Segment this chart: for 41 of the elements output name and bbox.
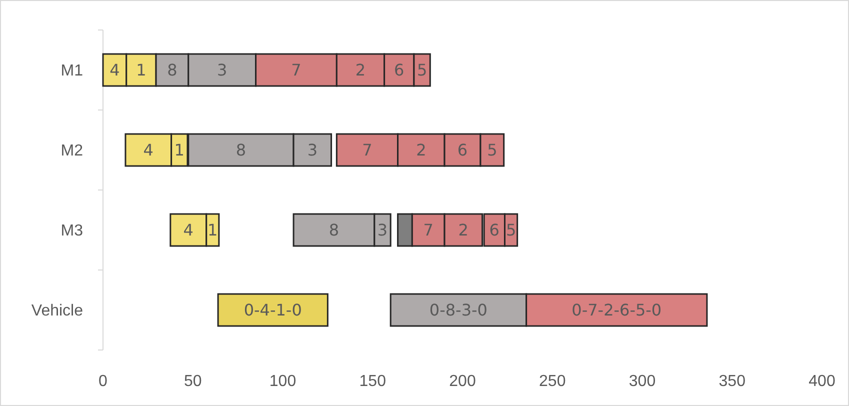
text: 1 (174, 140, 184, 160)
x-tick-label: 400 (808, 373, 836, 390)
text: 2 (458, 220, 468, 240)
x-tick-label: 250 (539, 373, 566, 390)
text: 3 (216, 60, 228, 80)
y-tick-label: M3 (60, 222, 84, 240)
series-label: 0-7-2-6-5-0 (572, 300, 662, 320)
text: 5 (487, 140, 498, 160)
text: 5 (416, 60, 428, 80)
series-label: 0-4-1-0 (244, 300, 302, 320)
series-label: 3 (377, 220, 388, 240)
series-label: 8 (167, 60, 178, 80)
series-label: 6 (489, 220, 500, 240)
x-tick-label: 150 (359, 373, 386, 390)
text: 2 (416, 140, 426, 160)
y-tick-label: M2 (60, 142, 84, 160)
y-tick-label: Vehicle (31, 302, 84, 320)
x-tick-label: 350 (718, 373, 746, 390)
text: 1 (136, 60, 146, 80)
text: 4 (143, 140, 154, 160)
bar (217, 293, 328, 327)
text: 3 (307, 140, 318, 160)
text: 7 (362, 140, 372, 160)
series-label: 1 (208, 220, 218, 240)
series-label: 0-8-3-0 (429, 300, 488, 320)
text: 6 (457, 140, 468, 160)
x-tick-label: 300 (628, 373, 656, 390)
x-tick-label: 200 (449, 373, 476, 390)
y-tick-label: M1 (60, 62, 84, 80)
text: 8 (236, 140, 246, 160)
series-label: 4 (110, 60, 120, 80)
text: 6 (394, 60, 404, 80)
series-label: 5 (506, 220, 516, 240)
text: 7 (423, 220, 434, 240)
series-label: 7 (291, 60, 302, 80)
x-tick-label: 50 (184, 373, 202, 390)
series-label: 2 (355, 60, 366, 80)
text: 4 (183, 220, 194, 240)
x-tick-label: 100 (269, 373, 296, 390)
x-tick-label: 0 (98, 373, 108, 390)
text: 8 (328, 220, 340, 240)
